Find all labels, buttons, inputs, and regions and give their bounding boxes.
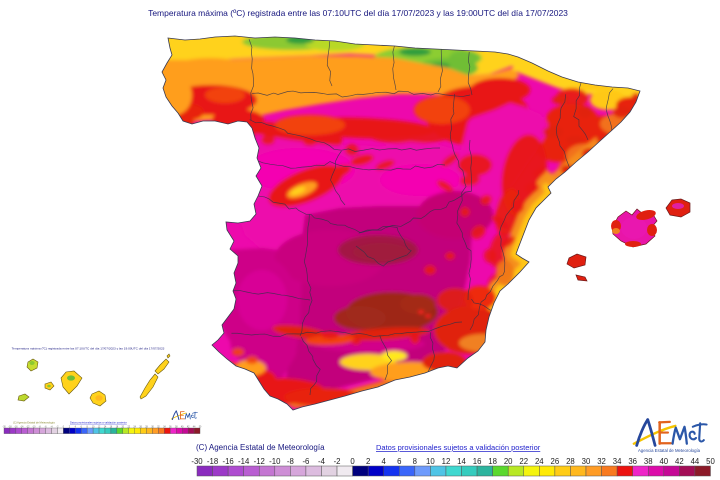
svg-text:6: 6 — [81, 426, 83, 428]
svg-text:40: 40 — [659, 457, 668, 466]
svg-text:Temperatura máxima (ºC) regist: Temperatura máxima (ºC) registrada entre… — [148, 8, 568, 18]
svg-text:Datos provisionales sujetos a: Datos provisionales sujetos a validación… — [376, 443, 541, 452]
svg-text:8: 8 — [87, 426, 89, 428]
svg-text:38: 38 — [175, 426, 178, 428]
svg-text:4: 4 — [382, 457, 387, 466]
svg-text:36: 36 — [169, 426, 172, 428]
svg-text:-4: -4 — [318, 457, 326, 466]
svg-text:Agencia Estatal de Meteorologí: Agencia Estatal de Meteorología — [638, 448, 701, 453]
svg-text:32: 32 — [157, 426, 160, 428]
svg-text:22: 22 — [127, 426, 130, 428]
svg-text:6: 6 — [397, 457, 401, 466]
svg-text:24: 24 — [535, 457, 544, 466]
svg-text:30: 30 — [582, 457, 591, 466]
svg-text:-4: -4 — [50, 426, 53, 428]
svg-text:-16: -16 — [14, 426, 18, 428]
svg-text:2: 2 — [366, 457, 370, 466]
svg-text:-12: -12 — [26, 426, 30, 428]
svg-text:22: 22 — [519, 457, 528, 466]
svg-text:(C) Agencia Estatal de Meteoro: (C) Agencia Estatal de Meteorología — [196, 443, 325, 452]
svg-text:26: 26 — [551, 457, 560, 466]
svg-text:-8: -8 — [287, 457, 294, 466]
svg-text:-30: -30 — [191, 457, 203, 466]
svg-text:50: 50 — [199, 426, 202, 428]
svg-text:2: 2 — [69, 426, 71, 428]
svg-text:14: 14 — [104, 426, 107, 428]
svg-text:-10: -10 — [269, 457, 281, 466]
svg-text:-12: -12 — [254, 457, 265, 466]
svg-text:18: 18 — [116, 426, 119, 428]
svg-text:-6: -6 — [45, 426, 48, 428]
svg-text:8: 8 — [413, 457, 417, 466]
svg-text:10: 10 — [92, 426, 95, 428]
svg-text:42: 42 — [675, 457, 684, 466]
svg-text:-10: -10 — [32, 426, 36, 428]
svg-text:26: 26 — [139, 426, 142, 428]
svg-text:38: 38 — [644, 457, 653, 466]
svg-text:40: 40 — [181, 426, 184, 428]
svg-text:14: 14 — [457, 457, 466, 466]
svg-text:(C) Agencia Estatal de Meteoro: (C) Agencia Estatal de Meteorología — [13, 421, 55, 425]
svg-text:34: 34 — [613, 457, 622, 466]
svg-text:34: 34 — [163, 426, 166, 428]
svg-text:16: 16 — [473, 457, 482, 466]
svg-text:-18: -18 — [207, 457, 218, 466]
svg-text:-2: -2 — [56, 426, 59, 428]
svg-text:20: 20 — [122, 426, 125, 428]
svg-text:-6: -6 — [302, 457, 309, 466]
svg-text:-16: -16 — [222, 457, 233, 466]
svg-text:16: 16 — [110, 426, 113, 428]
svg-text:-18: -18 — [8, 426, 12, 428]
svg-text:-2: -2 — [334, 457, 341, 466]
svg-text:Temperatura máxima (ºC) regist: Temperatura máxima (ºC) registrada entre… — [12, 347, 165, 351]
svg-text:-14: -14 — [238, 457, 250, 466]
svg-text:24: 24 — [133, 426, 136, 428]
svg-text:36: 36 — [628, 457, 637, 466]
svg-text:44: 44 — [193, 426, 196, 428]
svg-text:12: 12 — [442, 457, 451, 466]
svg-text:-30: -30 — [2, 426, 6, 428]
svg-text:10: 10 — [426, 457, 435, 466]
svg-text:30: 30 — [151, 426, 154, 428]
svg-text:20: 20 — [504, 457, 513, 466]
svg-text:32: 32 — [597, 457, 606, 466]
svg-text:-8: -8 — [39, 426, 42, 428]
svg-text:0: 0 — [63, 426, 65, 428]
svg-text:44: 44 — [691, 457, 700, 466]
svg-text:28: 28 — [566, 457, 575, 466]
svg-text:Datos provisionales sujetos a: Datos provisionales sujetos a validación… — [70, 421, 127, 425]
svg-text:28: 28 — [145, 426, 148, 428]
svg-text:12: 12 — [98, 426, 101, 428]
svg-text:18: 18 — [488, 457, 497, 466]
svg-text:4: 4 — [75, 426, 77, 428]
svg-text:0: 0 — [350, 457, 355, 466]
svg-text:42: 42 — [187, 426, 190, 428]
svg-text:50: 50 — [706, 457, 715, 466]
svg-text:-14: -14 — [20, 426, 24, 428]
